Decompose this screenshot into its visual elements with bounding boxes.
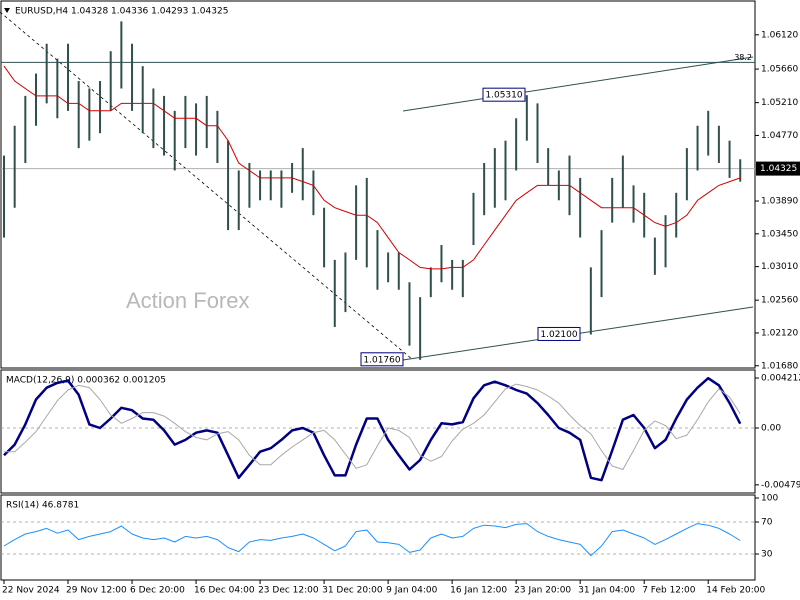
x-tick-label: 22 Nov 2024 [2,586,60,596]
indicator-line [3,523,741,557]
y-tick-label: 1.02560 [761,296,798,306]
macd-panel [0,369,756,494]
x-tick-label: 16 Dec 04:00 [194,586,255,596]
indicator-line [3,376,742,482]
x-tick-label: 6 Dec 20:00 [130,586,185,596]
x-tick-label: 23 Dec 12:00 [258,586,319,596]
y-tick-label: 70 [761,518,773,528]
y-tick-label: 1.03010 [761,262,798,272]
watermark: Action Forex [126,288,250,313]
y-tick-label: 1.05210 [761,98,798,108]
price-label-box [360,352,404,367]
x-tick-label: 31 Dec 20:00 [322,586,383,596]
rsi-panel [0,494,756,581]
y-tick-label: 0.004212 [761,374,800,384]
x-tick-label: 16 Jan 12:00 [450,586,507,596]
price-label: 1.02100 [540,330,577,340]
y-tick-label: 1.01680 [761,361,798,371]
last-price-box [756,161,800,176]
y-tick-label: 1.04770 [761,131,798,141]
price-title: EURUSD,H4 1.04328 1.04336 1.04293 1.0432… [15,7,228,17]
y-tick-label: 100 [761,494,778,504]
y-tick-label: 1.02120 [761,328,798,338]
rsi-title: RSI(14) 46.8781 [6,501,79,511]
price-panel [0,0,756,369]
y-tick-label: 1.03450 [761,229,798,239]
y-tick-label: 30 [761,550,773,560]
menu-icon[interactable] [4,8,10,13]
x-tick-label: 14 Feb 20:00 [706,586,765,596]
last-price-label: 1.04325 [760,164,797,174]
y-tick-label: 1.03890 [761,197,798,207]
price-label-box [537,326,581,341]
x-tick-label: 7 Feb 12:00 [642,586,696,596]
macd-title: MACD(12,26,9) 0.000362 0.001205 [6,376,166,386]
y-tick-label: 1.06120 [761,30,798,40]
indicator-line [4,383,741,470]
price-label: 1.05310 [485,91,522,101]
price-label: 1.01760 [363,355,400,365]
x-tick-label: 29 Nov 12:00 [66,586,127,596]
x-tick-label: 9 Jan 04:00 [386,586,438,596]
fib-label: 38.2 [734,53,752,62]
price-label-box [482,87,526,102]
y-tick-label: 0.00 [761,424,781,434]
x-tick-label: 31 Jan 04:00 [578,586,635,596]
y-tick-label: -0.004794 [761,480,800,490]
x-tick-label: 23 Jan 20:00 [514,586,571,596]
moving-average [3,65,741,270]
y-tick-label: 1.05660 [761,65,798,75]
channel-upper [402,56,754,112]
